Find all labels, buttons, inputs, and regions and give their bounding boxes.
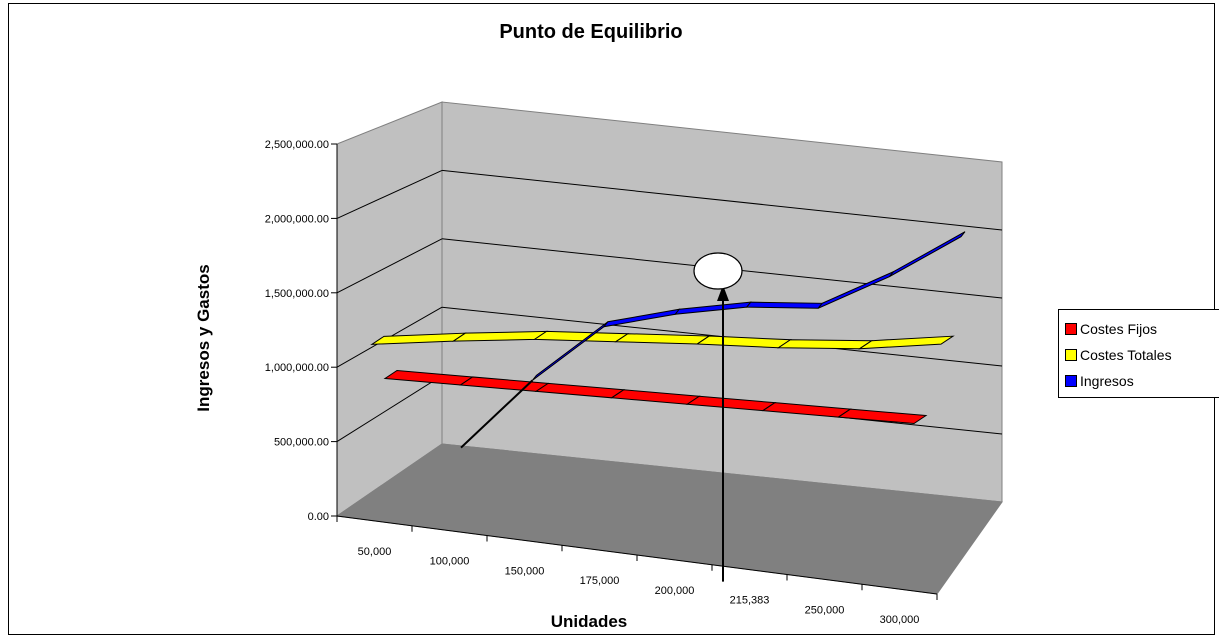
legend-item: Costes Fijos [1065,316,1219,342]
x-tick-label: 215,383 [730,595,770,607]
x-tick-label: 200,000 [655,585,695,597]
legend-swatch [1065,323,1077,335]
x-tick-label: 50,000 [358,546,392,558]
gridline-side [336,375,443,443]
x-tick-label: 175,000 [580,575,620,587]
series-segment-costes-totales [532,330,630,343]
y-tick-label: 2,000,000.00 [265,213,329,225]
chart-area: Punto de Equilibrio Ingresos y Gastos Un… [8,3,1219,635]
series-segment-costes-totales [857,335,955,350]
legend-swatch [1065,349,1077,361]
legend-label: Costes Fijos [1080,321,1158,337]
series-segment-ingresos [889,231,966,278]
y-axis-title: Ingresos y Gastos [194,264,213,411]
chart-svg: Punto de Equilibrio Ingresos y Gastos Un… [194,21,1003,631]
legend-swatch [1065,375,1077,387]
annotation-arrowhead [717,285,729,301]
series-line-ingresos [460,379,534,449]
y-tick-label: 0.00 [308,511,329,523]
x-tick-label: 150,000 [505,565,545,577]
y-tick-label: 1,000,000.00 [265,362,329,374]
y-tick-label: 1,500,000.00 [265,288,329,300]
legend-label: Costes Totales [1080,347,1172,363]
legend: Costes Fijos Costes Totales Ingresos [1058,309,1219,398]
x-axis-title: Unidades [551,612,628,631]
x-tick-label: 300,000 [880,614,920,626]
legend-item: Ingresos [1065,368,1219,394]
series-segment-costes-totales [614,333,711,345]
x-tick-label: 250,000 [805,604,845,616]
gridline-side [336,169,443,219]
gridline-side [336,238,443,294]
side-wall [336,101,443,517]
legend-label: Ingresos [1080,373,1134,389]
y-tick-label: 500,000.00 [274,437,329,449]
series-segment-costes-totales [451,330,549,342]
chart-title: Punto de Equilibrio [499,21,682,43]
x-tick-label: 100,000 [430,556,470,568]
legend-item: Costes Totales [1065,342,1219,368]
annotation-ellipse [693,252,743,290]
gridline-back [441,169,1003,231]
series-segment-costes-fijos [836,408,928,425]
series-segment-costes-totales [776,339,874,350]
y-tick-label: 2,500,000.00 [265,139,329,151]
series-segment-ingresos [745,301,824,309]
plot-area: 0.00 500,000.00 1,000,000.00 1,500,000.00 2,… [265,101,1003,626]
